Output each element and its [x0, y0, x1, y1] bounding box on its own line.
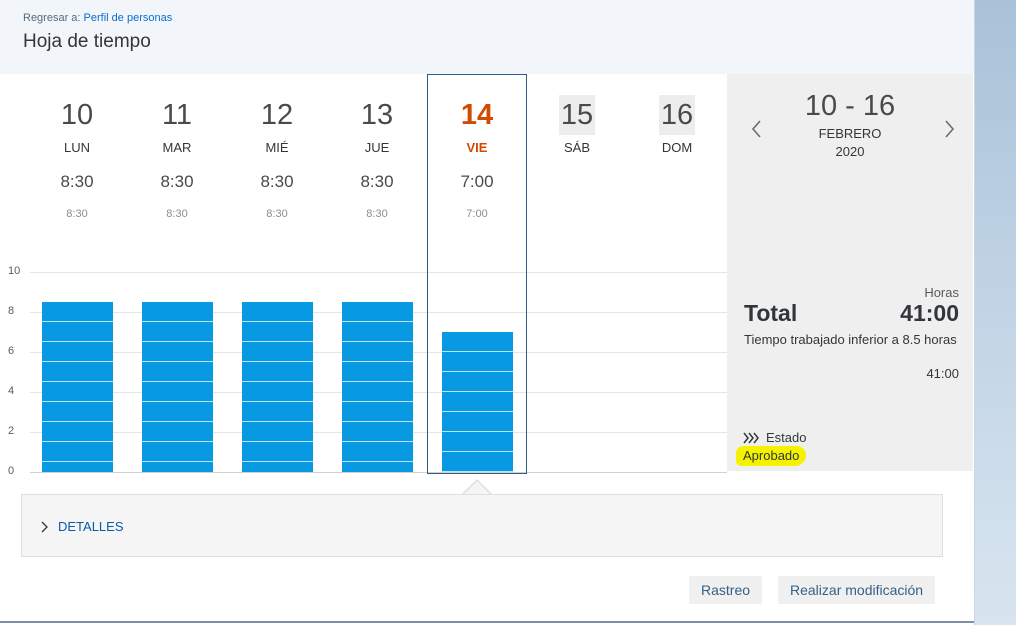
status-badge: Aprobado: [736, 446, 807, 466]
day-name: MIÉ: [265, 140, 289, 155]
day-column[interactable]: 15 SÁB: [527, 95, 627, 221]
y-tick-label: 2: [8, 425, 15, 437]
total-value: 41:00: [900, 300, 959, 326]
week-range: 10 - 16: [804, 90, 896, 122]
hours-bar[interactable]: [242, 302, 313, 473]
hours-bar[interactable]: [342, 302, 413, 473]
chevron-right-icon: [945, 120, 955, 138]
day-column[interactable]: 11 MAR 8:30 8:30: [127, 95, 227, 221]
day-number: 15: [558, 95, 596, 135]
breadcrumb-prefix: Regresar a:: [23, 12, 81, 24]
bottom-border: [0, 621, 974, 623]
page-header: Regresar a: Perfil de personas Hoja de t…: [0, 0, 974, 74]
day-hours: 7:00: [460, 172, 494, 191]
y-tick-label: 6: [8, 345, 15, 357]
week-month: FEBRERO: [818, 126, 882, 141]
day-number: 13: [360, 99, 394, 131]
breadcrumb-link-people-profile[interactable]: Perfil de personas: [83, 12, 173, 24]
breadcrumb: Regresar a: Perfil de personas: [23, 12, 172, 24]
total-label: Total: [744, 300, 798, 326]
day-planned-hours: 8:30: [166, 208, 188, 220]
selected-day-frame[interactable]: [427, 74, 527, 474]
page-title: Hoja de tiempo: [23, 31, 151, 52]
hours-bar[interactable]: [42, 302, 113, 473]
warning-note-value: 41:00: [926, 366, 959, 381]
day-column[interactable]: 12 MIÉ 8:30 8:30: [227, 95, 327, 221]
day-planned-hours: 7:00: [466, 208, 488, 220]
details-expand-toggle[interactable]: DETALLES: [40, 519, 124, 534]
day-name: JUE: [364, 140, 390, 155]
day-hours: 8:30: [360, 172, 394, 191]
status-label: Estado: [766, 430, 807, 445]
background-strip: [974, 0, 1016, 625]
day-hours: 8:30: [160, 172, 194, 191]
chevron-left-icon: [751, 120, 761, 138]
hours-bar[interactable]: [142, 302, 213, 473]
day-number: 11: [161, 99, 193, 131]
y-tick-label: 0: [8, 465, 15, 477]
day-name: SÁB: [563, 140, 590, 155]
details-panel: DETALLES: [21, 494, 943, 557]
day-planned-hours: 8:30: [366, 208, 388, 220]
day-planned-hours: [627, 207, 727, 221]
chevron-right-icon: [41, 521, 48, 532]
next-week-button[interactable]: [937, 117, 961, 141]
day-number: 12: [260, 99, 294, 131]
y-tick-label: 4: [8, 385, 15, 397]
y-tick-label: 8: [8, 305, 15, 317]
y-tick-label: 10: [8, 265, 21, 277]
day-column[interactable]: 10 LUN 8:30 8:30: [27, 95, 127, 221]
week-year: 2020: [835, 144, 865, 159]
day-column[interactable]: 13 JUE 8:30 8:30: [327, 95, 427, 221]
track-button[interactable]: Rastreo: [689, 576, 763, 604]
day-number: 14: [460, 99, 494, 131]
hours-column-label: Horas: [924, 285, 959, 300]
day-column[interactable]: 16 DOM: [627, 95, 727, 221]
day-hours: 8:30: [260, 172, 294, 191]
day-column[interactable]: 14 VIE 7:00 7:00: [427, 95, 527, 221]
grid-line: [30, 272, 727, 273]
day-hours: [627, 172, 727, 192]
day-name: MAR: [162, 140, 192, 155]
modify-button[interactable]: Realizar modificación: [778, 576, 936, 604]
previous-week-button[interactable]: [745, 117, 769, 141]
hours-bar[interactable]: [442, 332, 513, 473]
x-axis-line: [30, 472, 727, 473]
day-hours: 8:30: [60, 172, 94, 191]
day-name: LUN: [63, 140, 90, 155]
day-planned-hours: 8:30: [66, 208, 88, 220]
day-number: 10: [60, 99, 94, 131]
day-planned-hours: 8:30: [266, 208, 288, 220]
process-arrows-icon: [743, 432, 759, 443]
day-name: DOM: [661, 140, 693, 155]
details-pointer-fill: [463, 481, 491, 495]
warning-note: Tiempo trabajado inferior a 8.5 horas: [744, 332, 957, 347]
day-planned-hours: [527, 207, 627, 221]
details-label: DETALLES: [58, 519, 124, 534]
day-hours: [527, 172, 627, 192]
timesheet-app: Regresar a: Perfil de personas Hoja de t…: [0, 0, 974, 625]
day-number: 16: [658, 95, 696, 135]
status-row: Estado: [743, 430, 806, 445]
week-summary-panel: 10 - 16 FEBRERO 2020 Horas Total 41:00 T…: [727, 74, 973, 471]
day-name: VIE: [466, 140, 488, 155]
